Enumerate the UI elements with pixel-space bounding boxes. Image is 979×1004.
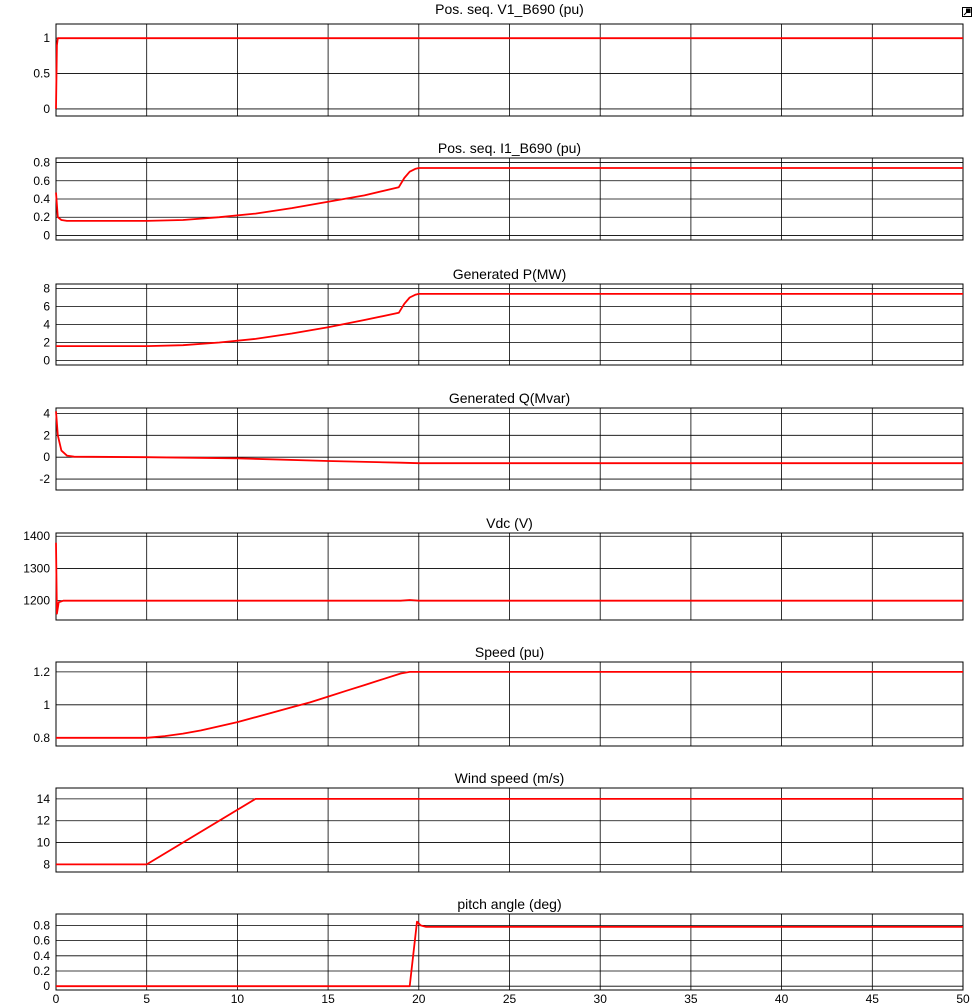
y-tick-label: 0.4	[33, 949, 50, 963]
y-tick-label: 1	[43, 31, 50, 45]
y-tick-label: 1400	[23, 529, 50, 543]
x-tick-label: 0	[53, 992, 60, 1004]
series-line	[55, 542, 963, 615]
y-tick-label: 1200	[23, 594, 50, 608]
y-tick-label: 0.6	[33, 174, 50, 188]
x-tick-label: 30	[594, 992, 608, 1004]
y-tick-label: 8	[43, 857, 50, 871]
x-tick-label: 5	[143, 992, 150, 1004]
y-tick-label: 0	[43, 102, 50, 116]
plot-title: Generated Q(Mvar)	[449, 390, 570, 406]
y-tick-label: 4	[43, 318, 50, 332]
y-tick-label: 0	[43, 450, 50, 464]
x-tick-label: 35	[684, 992, 698, 1004]
plot-title: Pos. seq. I1_B690 (pu)	[438, 140, 581, 156]
undock-icon	[962, 7, 972, 17]
y-tick-label: 1	[43, 698, 50, 712]
plot-title: Vdc (V)	[486, 515, 533, 531]
y-tick-label: 4	[43, 406, 50, 420]
plot-title: Speed (pu)	[475, 644, 544, 660]
series-line	[55, 37, 963, 109]
plot-title: Wind speed (m/s)	[455, 770, 565, 786]
series-line	[56, 292, 963, 348]
y-tick-label: -2	[39, 472, 50, 486]
y-tick-label: 6	[43, 300, 50, 314]
x-tick-label: 45	[866, 992, 880, 1004]
x-tick-label: 25	[503, 992, 517, 1004]
plot-title: Generated P(MW)	[453, 266, 567, 282]
plot-title: Pos. seq. V1_B690 (pu)	[435, 1, 584, 17]
y-tick-label: 0.2	[33, 210, 50, 224]
series-line	[55, 167, 963, 222]
y-tick-label: 0.8	[33, 731, 50, 745]
y-tick-label: 0	[43, 228, 50, 242]
y-tick-label: 0.8	[33, 156, 50, 170]
y-tick-label: 8	[43, 282, 50, 296]
undock-button[interactable]	[962, 4, 972, 17]
x-tick-label: 15	[321, 992, 335, 1004]
x-tick-label: 40	[775, 992, 789, 1004]
y-tick-label: 1300	[23, 561, 50, 575]
series-line	[55, 411, 963, 465]
series-line	[56, 920, 963, 988]
y-tick-label: 0.6	[33, 934, 50, 948]
y-tick-label: 2	[43, 336, 50, 350]
y-tick-label: 0	[43, 354, 50, 368]
y-tick-label: 12	[37, 814, 51, 828]
y-tick-label: 0.2	[33, 964, 50, 978]
y-tick-label: 0.8	[33, 918, 50, 932]
y-tick-label: 0	[43, 979, 50, 993]
series-line	[56, 798, 963, 866]
y-tick-label: 10	[37, 836, 51, 850]
y-tick-label: 14	[37, 792, 51, 806]
y-tick-label: 2	[43, 428, 50, 442]
y-tick-label: 0.4	[33, 192, 50, 206]
y-tick-label: 0.5	[33, 67, 50, 81]
x-tick-label: 50	[956, 992, 970, 1004]
series-line	[56, 671, 963, 739]
plot-title: pitch angle (deg)	[457, 896, 561, 912]
x-tick-label: 20	[412, 992, 426, 1004]
y-tick-label: 1.2	[33, 665, 50, 679]
x-tick-label: 10	[231, 992, 245, 1004]
